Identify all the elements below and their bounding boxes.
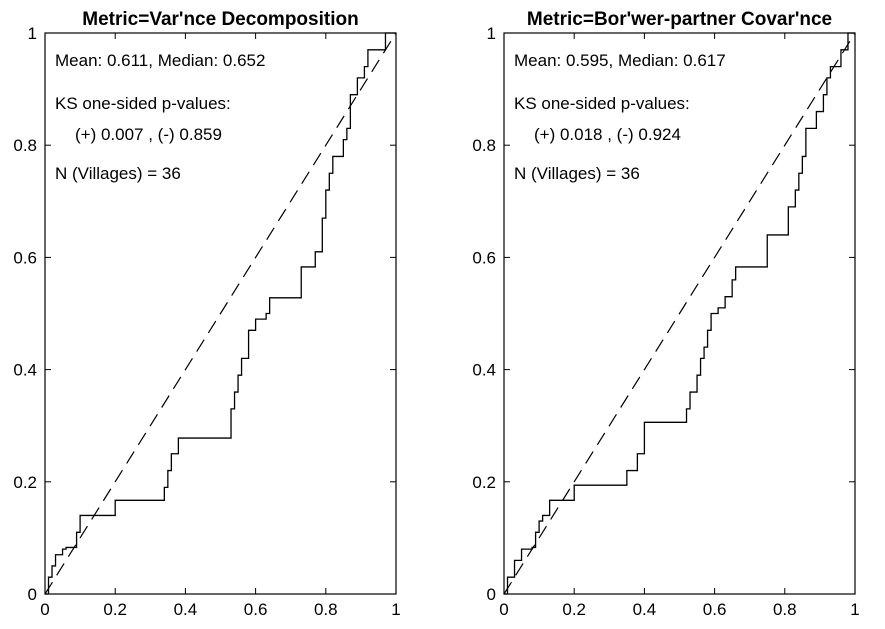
x-tick-label: 0 bbox=[499, 600, 508, 619]
stats-annotation-4: N (Villages) = 36 bbox=[55, 164, 181, 183]
x-tick-label: 0.4 bbox=[633, 600, 657, 619]
stats-annotation-1: Mean: 0.595, Median: 0.617 bbox=[514, 51, 726, 70]
stats-annotation-4: N (Villages) = 36 bbox=[514, 164, 640, 183]
y-tick-label: 1 bbox=[487, 24, 496, 43]
stats-annotation-2: KS one-sided p-values: bbox=[514, 94, 690, 113]
x-tick-label: 0.2 bbox=[103, 600, 127, 619]
uniform-reference-line bbox=[44, 32, 397, 595]
chart-title: Metric=Bor'wer-partner Covar'nce bbox=[527, 9, 832, 30]
stats-annotation-1: Mean: 0.611, Median: 0.652 bbox=[55, 51, 265, 70]
empirical-cdf-line bbox=[504, 32, 855, 595]
x-tick-label: 0.6 bbox=[703, 600, 727, 619]
y-tick-label: 0 bbox=[487, 585, 496, 604]
y-tick-label: 0.6 bbox=[472, 248, 496, 267]
y-tick-label: 0.2 bbox=[472, 473, 496, 492]
axes-frame bbox=[44, 32, 397, 595]
y-tick-label: 0.8 bbox=[13, 136, 37, 155]
y-tick-label: 0.6 bbox=[13, 248, 37, 267]
chart-panel-2: Metric=Bor'wer-partner Covar'nce 0 0.2 0.4 0… bbox=[472, 9, 859, 619]
stats-annotation-3: (+) 0.018 , (-) 0.924 bbox=[534, 125, 681, 144]
x-tick-label: 0.8 bbox=[773, 600, 797, 619]
chart-panel-1: Metric=Var'nce Decomposition 0 0.2 0.4 0.6 0.… bbox=[13, 9, 400, 619]
x-tick-label: 0 bbox=[40, 600, 49, 619]
axes-frame bbox=[503, 32, 856, 595]
y-tick-label: 0.8 bbox=[472, 136, 496, 155]
stats-annotation-2: KS one-sided p-values: bbox=[55, 94, 231, 113]
uniform-reference-line bbox=[503, 32, 856, 595]
y-tick-label: 0 bbox=[28, 585, 37, 604]
y-tick-label: 0.4 bbox=[472, 361, 496, 380]
empirical-cdf-line bbox=[45, 32, 396, 595]
x-tick-label: 0.6 bbox=[244, 600, 268, 619]
y-tick-label: 1 bbox=[28, 24, 37, 43]
x-tick-label: 1 bbox=[391, 600, 400, 619]
chart-title: Metric=Var'nce Decomposition bbox=[82, 9, 358, 30]
x-tick-label: 1 bbox=[850, 600, 859, 619]
x-tick-label: 0.4 bbox=[174, 600, 198, 619]
x-tick-label: 0.8 bbox=[314, 600, 338, 619]
y-tick-label: 0.4 bbox=[13, 361, 37, 380]
x-tick-label: 0.2 bbox=[562, 600, 586, 619]
stats-annotation-3: (+) 0.007 , (-) 0.859 bbox=[75, 125, 222, 144]
y-tick-label: 0.2 bbox=[13, 473, 37, 492]
